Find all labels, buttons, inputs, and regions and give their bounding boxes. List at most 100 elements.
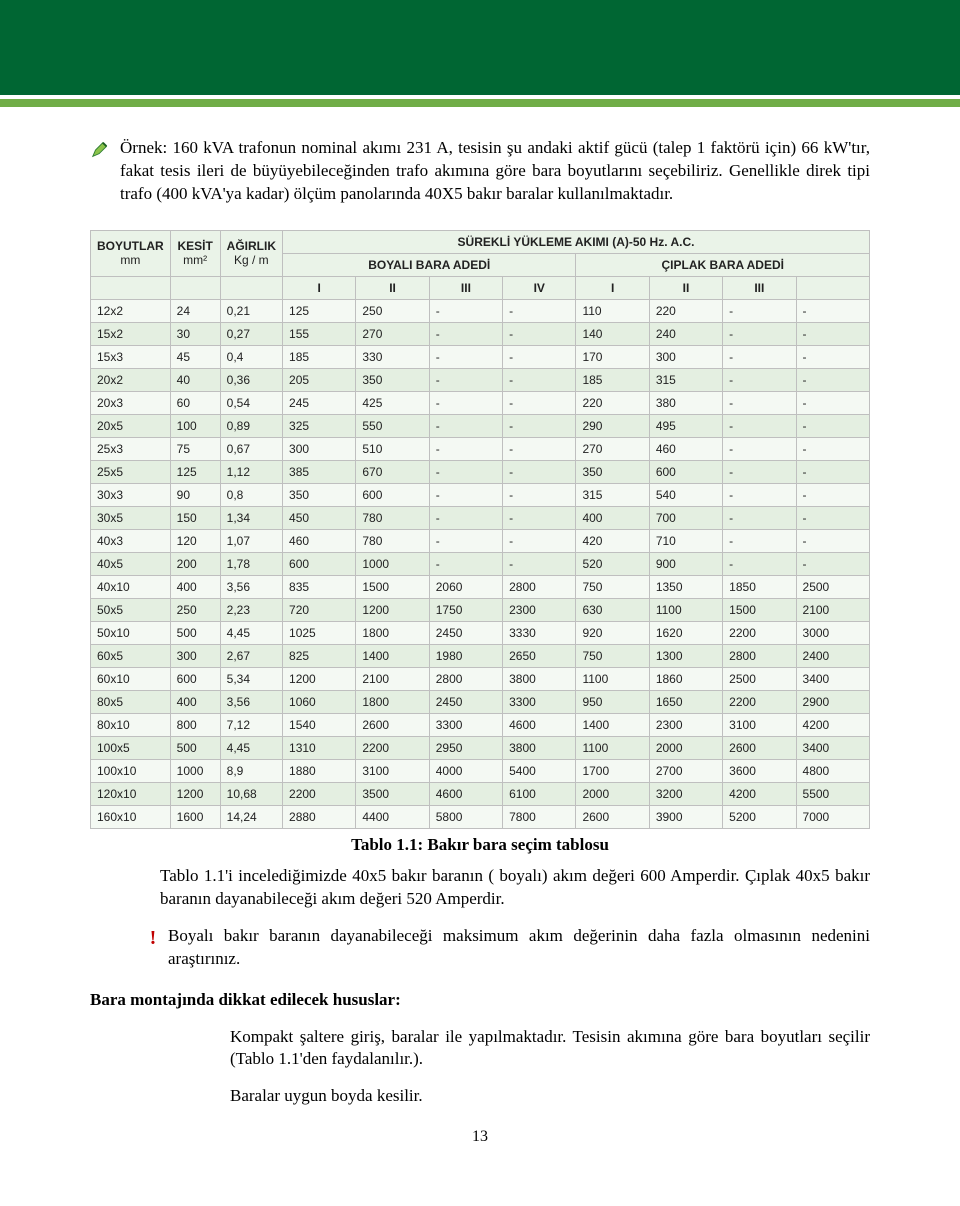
table-cell: - <box>723 460 796 483</box>
table-cell: 140 <box>576 322 649 345</box>
th-boyutlar-label: BOYUTLAR <box>97 239 164 253</box>
banner-accent <box>0 99 960 107</box>
th-kesit-label: KESİT <box>177 239 214 253</box>
table-cell: 450 <box>283 506 356 529</box>
table-cell: 460 <box>649 437 722 460</box>
table-cell: 3300 <box>429 713 502 736</box>
table-cell: - <box>503 391 576 414</box>
table-row: 60x106005,341200210028003800110018602500… <box>91 667 870 690</box>
table-cell: 1200 <box>283 667 356 690</box>
table-cell: 220 <box>649 299 722 322</box>
table-row: 50x52502,2372012001750230063011001500210… <box>91 598 870 621</box>
table-cell: 90 <box>170 483 220 506</box>
table-cell: 350 <box>283 483 356 506</box>
exclamation-icon: ! <box>146 927 160 950</box>
table-cell: 2800 <box>429 667 502 690</box>
bara-table: BOYUTLAR mm KESİT mm² AĞIRLIK Kg / m SÜR… <box>90 230 870 829</box>
table-cell: 3100 <box>356 759 429 782</box>
table-row: 120x10120010,682200350046006100200032004… <box>91 782 870 805</box>
th-c2: II <box>649 276 722 299</box>
table-cell: 385 <box>283 460 356 483</box>
table-cell: 4,45 <box>220 736 282 759</box>
table-cell: 2900 <box>796 690 869 713</box>
example-paragraph-row: Örnek: 160 kVA trafonun nominal akımı 23… <box>90 137 870 220</box>
table-cell: 4000 <box>429 759 502 782</box>
table-cell: - <box>429 299 502 322</box>
table-cell: 5500 <box>796 782 869 805</box>
table-cell: 670 <box>356 460 429 483</box>
table-cell: 710 <box>649 529 722 552</box>
table-cell: 6100 <box>503 782 576 805</box>
table-cell: 270 <box>356 322 429 345</box>
th-kesit-unit: mm² <box>177 253 214 267</box>
table-cell: 10,68 <box>220 782 282 805</box>
table-cell: 100x5 <box>91 736 171 759</box>
table-cell: 1100 <box>576 736 649 759</box>
table-row: 20x2400,36205350--185315-- <box>91 368 870 391</box>
table-cell: 700 <box>649 506 722 529</box>
th-b3: III <box>429 276 502 299</box>
th-b1: I <box>283 276 356 299</box>
table-cell: 2200 <box>283 782 356 805</box>
table-cell: 80x10 <box>91 713 171 736</box>
table-cell: 720 <box>283 598 356 621</box>
table-cell: - <box>503 529 576 552</box>
table-cell: 2200 <box>356 736 429 759</box>
th-empty <box>170 276 220 299</box>
table-cell: 2000 <box>649 736 722 759</box>
table-cell: 540 <box>649 483 722 506</box>
table-cell: 3,56 <box>220 690 282 713</box>
table-cell: 835 <box>283 575 356 598</box>
table-cell: 40x5 <box>91 552 171 575</box>
table-cell: 1300 <box>649 644 722 667</box>
table-cell: 2800 <box>723 644 796 667</box>
table-caption: Tablo 1.1: Bakır bara seçim tablosu <box>90 835 870 855</box>
table-cell: 0,89 <box>220 414 282 437</box>
header-banner <box>0 0 960 95</box>
table-cell: 4800 <box>796 759 869 782</box>
table-cell: 2800 <box>503 575 576 598</box>
example-paragraph: Örnek: 160 kVA trafonun nominal akımı 23… <box>120 137 870 206</box>
table-cell: 125 <box>170 460 220 483</box>
table-cell: - <box>429 391 502 414</box>
table-cell: - <box>723 414 796 437</box>
table-row: 40x31201,07460780--420710-- <box>91 529 870 552</box>
table-row: 25x3750,67300510--270460-- <box>91 437 870 460</box>
table-cell: - <box>429 552 502 575</box>
table-cell: 800 <box>170 713 220 736</box>
table-cell: 290 <box>576 414 649 437</box>
table-cell: 4,45 <box>220 621 282 644</box>
table-cell: - <box>723 483 796 506</box>
table-cell: 3,56 <box>220 575 282 598</box>
table-cell: 110 <box>576 299 649 322</box>
table-cell: 4200 <box>796 713 869 736</box>
table-cell: - <box>796 529 869 552</box>
table-cell: 1400 <box>356 644 429 667</box>
table-cell: - <box>796 368 869 391</box>
table-cell: - <box>429 368 502 391</box>
section-heading: Bara montajında dikkat edilecek hususlar… <box>90 989 870 1012</box>
table-cell: - <box>796 552 869 575</box>
table-cell: 125 <box>283 299 356 322</box>
table-cell: 0,21 <box>220 299 282 322</box>
table-cell: 25x3 <box>91 437 171 460</box>
table-cell: 0,36 <box>220 368 282 391</box>
table-row: 20x3600,54245425--220380-- <box>91 391 870 414</box>
table-cell: 1000 <box>356 552 429 575</box>
th-boyali-group: BOYALI BARA ADEDİ <box>283 253 576 276</box>
table-cell: 1500 <box>723 598 796 621</box>
table-cell: 1060 <box>283 690 356 713</box>
table-cell: 300 <box>649 345 722 368</box>
table-cell: 2500 <box>723 667 796 690</box>
table-cell: - <box>796 414 869 437</box>
table-cell: 240 <box>649 322 722 345</box>
table-cell: - <box>503 299 576 322</box>
table-cell: 780 <box>356 529 429 552</box>
table-row: 15x2300,27155270--140240-- <box>91 322 870 345</box>
table-cell: 300 <box>170 644 220 667</box>
table-cell: 1,12 <box>220 460 282 483</box>
table-cell: 2,67 <box>220 644 282 667</box>
table-cell: 1000 <box>170 759 220 782</box>
table-cell: 0,4 <box>220 345 282 368</box>
table-cell: - <box>796 322 869 345</box>
